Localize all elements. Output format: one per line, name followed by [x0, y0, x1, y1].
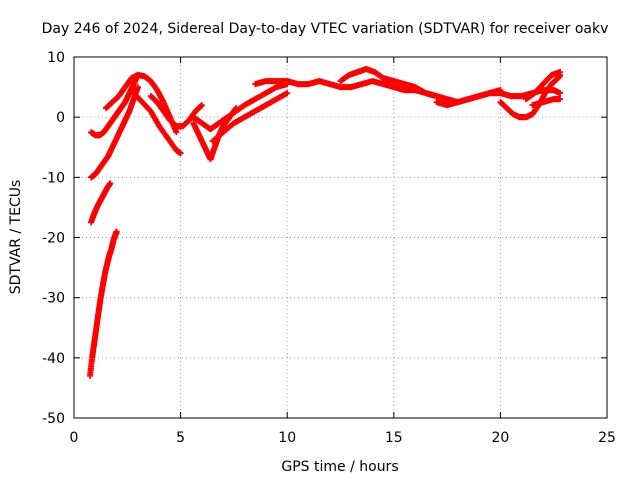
series-arc-late-flat [529, 96, 564, 109]
x-tick-label: 0 [70, 430, 79, 446]
data-point [134, 84, 141, 91]
y-tick-label: -40 [42, 351, 65, 367]
data-point [557, 90, 564, 97]
x-axis-label: GPS time / hours [281, 459, 398, 475]
data-point [177, 150, 184, 157]
y-tick-label: -50 [42, 411, 65, 427]
data-point [107, 180, 114, 187]
y-tick-label: -30 [42, 291, 65, 307]
data-point [198, 102, 205, 109]
data-point [557, 96, 564, 103]
axis-ticks: 0 5 10 15 20 25 -50 -40 -30 -20 -10 0 10 [42, 50, 616, 446]
series-arc-mid-low [209, 90, 291, 145]
data-point [557, 69, 564, 76]
x-tick-label: 20 [491, 430, 509, 446]
y-tick-label: -10 [42, 170, 65, 186]
data-point [113, 228, 120, 235]
data-point [284, 90, 291, 97]
series-arc-dip-c [190, 105, 240, 163]
y-tick-label: 0 [56, 110, 65, 126]
series-arc-late-rise [522, 69, 564, 103]
y-tick-label: 10 [47, 50, 65, 66]
x-tick-label: 5 [176, 430, 185, 446]
series-arc-rising-1 [88, 180, 114, 226]
chart-title: Day 246 of 2024, Sidereal Day-to-day VTE… [42, 21, 609, 37]
grid-lines [74, 57, 607, 418]
x-tick-label: 10 [278, 430, 296, 446]
series-arc-steep [86, 228, 120, 379]
x-tick-label: 25 [598, 430, 616, 446]
series-arc-mid-rise [190, 81, 291, 133]
data-points [86, 66, 564, 379]
series-arc-early-peak [102, 72, 180, 136]
series-arc-rising-3 [88, 72, 141, 139]
y-axis-label: SDTVAR / TECUs [8, 180, 24, 295]
plot-border [73, 56, 608, 419]
data-point [173, 129, 180, 136]
series-arc-dip-b [147, 93, 205, 130]
series-arc-dip-a [130, 90, 184, 157]
y-tick-label: -20 [42, 231, 65, 247]
x-tick-label: 15 [385, 430, 403, 446]
